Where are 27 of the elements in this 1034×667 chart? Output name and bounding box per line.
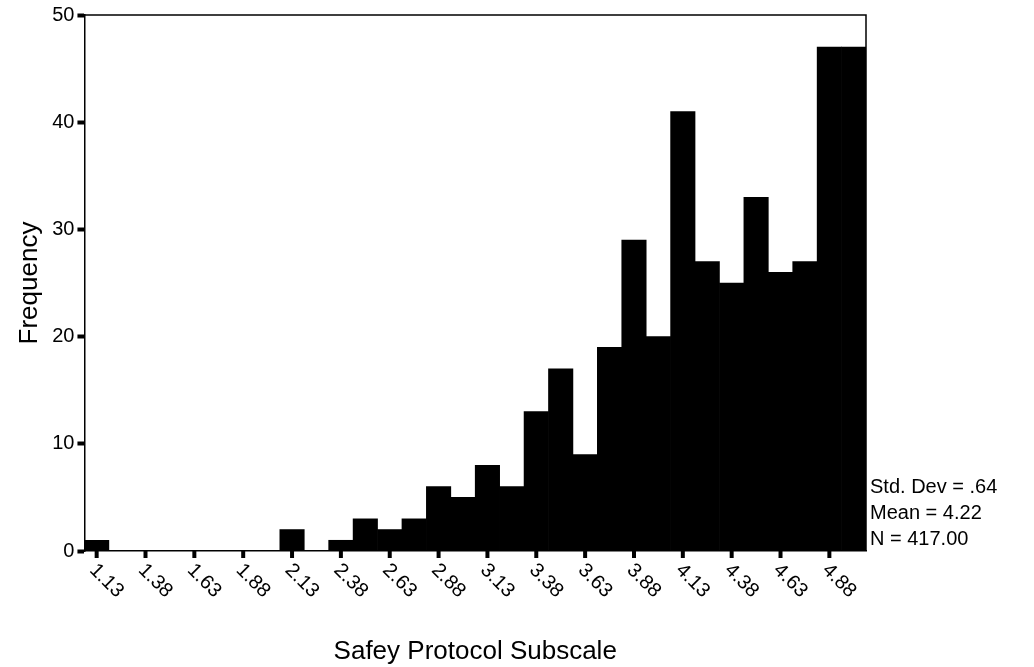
- x-tick-label: 1.38: [134, 558, 178, 602]
- x-tick-label: 4.13: [672, 558, 716, 602]
- y-tick-label: 0: [63, 538, 75, 561]
- x-tick-label: 3.88: [623, 558, 667, 602]
- x-axis-title: Safey Protocol Subscale: [333, 635, 617, 665]
- text: Std. Dev = .64: [870, 474, 998, 497]
- x-tick-label: 2.63: [379, 558, 423, 602]
- y-tick-label: 50: [52, 2, 75, 25]
- x-tick-label: 4.88: [818, 558, 862, 602]
- y-tick-label: 40: [52, 109, 75, 132]
- y-axis-title: Frequency: [12, 221, 43, 345]
- x-tick-label: 3.63: [574, 558, 618, 602]
- x-tick-label: 4.38: [720, 558, 765, 602]
- x-tick-label: 3.38: [525, 558, 569, 602]
- x-tick-label: 1.13: [85, 558, 130, 602]
- x-tick-label: 3.13: [476, 558, 520, 602]
- text: N = 417.00: [870, 526, 969, 549]
- y-tick-label: 30: [52, 216, 75, 239]
- x-tick-label: 2.13: [281, 558, 325, 602]
- y-tick-label: 20: [52, 324, 75, 347]
- x-tick-label: 2.88: [427, 558, 471, 602]
- x-tick-label: 1.88: [232, 558, 276, 602]
- y-tick-label: 10: [52, 431, 75, 454]
- x-tick-label: 4.63: [769, 558, 813, 602]
- text: Mean = 4.22: [870, 500, 982, 523]
- x-tick-label: 2.38: [330, 558, 374, 602]
- x-tick-label: 1.63: [183, 558, 227, 602]
